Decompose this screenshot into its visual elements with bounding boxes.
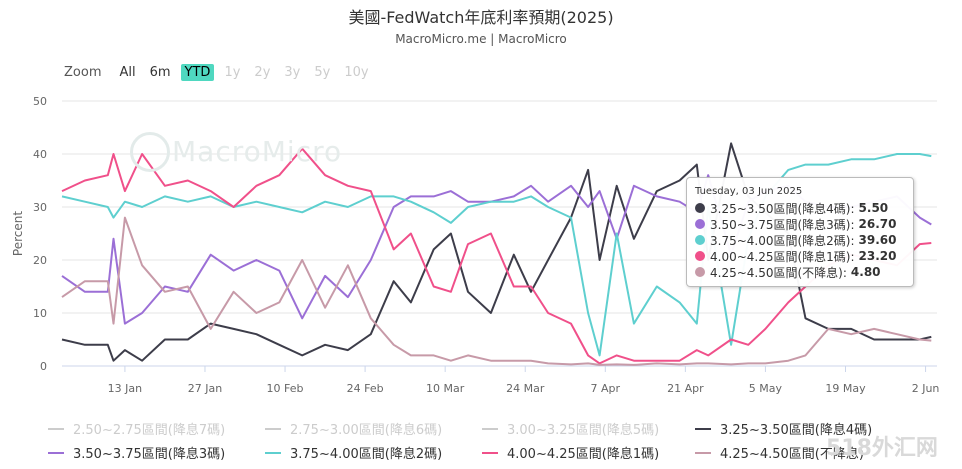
tooltip-value: 23.20 bbox=[858, 249, 897, 263]
series-dot-icon bbox=[695, 267, 705, 277]
x-tick-label: 21 Apr bbox=[667, 382, 704, 395]
tooltip-row: 3.50~3.75區間(降息3碼): 26.70 bbox=[695, 216, 905, 232]
legend-swatch-icon bbox=[482, 451, 498, 454]
legend-item[interactable]: 4.00~4.25區間(降息1碼) bbox=[482, 443, 659, 462]
legend-swatch-icon bbox=[48, 427, 64, 430]
chart-subtitle: MacroMicro.me | MacroMicro bbox=[395, 32, 567, 46]
watermark-logo-icon bbox=[130, 132, 170, 172]
y-tick-label: 40 bbox=[33, 148, 47, 161]
legend-item[interactable]: 3.75~4.00區間(降息2碼) bbox=[265, 443, 442, 462]
legend-label: 3.25~3.50區間(降息4碼) bbox=[720, 423, 873, 438]
range-button-1y[interactable]: 1y bbox=[224, 65, 241, 80]
tooltip-row: 3.75~4.00區間(降息2碼): 39.60 bbox=[695, 232, 905, 248]
legend-item[interactable]: 3.00~3.25區間(降息5碼) bbox=[482, 419, 659, 438]
legend-swatch-icon bbox=[482, 427, 498, 430]
x-tick-label: 10 Mar bbox=[426, 382, 465, 395]
tooltip-row: 4.25~4.50區間(不降息): 4.80 bbox=[695, 264, 905, 280]
watermark: MacroMicro bbox=[172, 135, 343, 168]
legend-label: 3.50~3.75區間(降息3碼) bbox=[73, 447, 226, 462]
legend-swatch-icon bbox=[48, 451, 64, 454]
legend-label: 4.00~4.25區間(降息1碼) bbox=[507, 447, 660, 462]
y-tick-label: 20 bbox=[33, 254, 47, 267]
tooltip-value: 26.70 bbox=[858, 217, 897, 231]
legend-label: 2.75~3.00區間(降息6碼) bbox=[290, 423, 443, 438]
y-tick-label: 50 bbox=[33, 95, 47, 108]
series-dot-icon bbox=[695, 219, 705, 229]
tooltip-label: 3.75~4.00區間(降息2碼): bbox=[710, 233, 855, 248]
x-tick-label: 13 Jan bbox=[108, 382, 142, 395]
legend-label: 4.25~4.50區間(不降息) bbox=[720, 447, 864, 462]
legend-item[interactable]: 2.75~3.00區間(降息6碼) bbox=[265, 419, 442, 438]
y-tick-label: 0 bbox=[40, 360, 47, 373]
legend-label: 3.75~4.00區間(降息2碼) bbox=[290, 447, 443, 462]
tooltip-value: 39.60 bbox=[858, 233, 897, 247]
x-tick-label: 19 May bbox=[825, 382, 866, 395]
x-tick-label: 24 Mar bbox=[506, 382, 545, 395]
x-tick-label: 2 Jun bbox=[912, 382, 940, 395]
series-dot-icon bbox=[695, 235, 705, 245]
range-selector: Zoom All 6m YTD 1y 2y 3y 5y 10y bbox=[64, 64, 379, 81]
x-tick-label: 7 Apr bbox=[591, 382, 621, 395]
tooltip-label: 4.25~4.50區間(不降息): bbox=[710, 265, 847, 280]
series-line bbox=[61, 147, 932, 365]
brand-watermark: 518外汇网 bbox=[826, 436, 938, 461]
legend-swatch-icon bbox=[695, 451, 711, 454]
legend-swatch-icon bbox=[695, 427, 711, 430]
x-tick-label: 10 Feb bbox=[267, 382, 304, 395]
legend-swatch-icon bbox=[265, 427, 281, 430]
range-button-all[interactable]: All bbox=[119, 65, 136, 80]
range-button-5y[interactable]: 5y bbox=[314, 65, 331, 80]
tooltip-label: 3.50~3.75區間(降息3碼): bbox=[710, 217, 855, 232]
legend-item[interactable]: 3.25~3.50區間(降息4碼) bbox=[695, 419, 872, 438]
legend-label: 3.00~3.25區間(降息5碼) bbox=[507, 423, 660, 438]
x-tick-label: 27 Jan bbox=[188, 382, 222, 395]
range-button-3y[interactable]: 3y bbox=[284, 65, 301, 80]
x-tick-label: 24 Feb bbox=[347, 382, 384, 395]
legend-swatch-icon bbox=[265, 451, 281, 454]
tooltip-row: 4.00~4.25區間(降息1碼): 23.20 bbox=[695, 248, 905, 264]
tooltip: Tuesday, 03 Jun 2025 3.25~3.50區間(降息4碼): 5… bbox=[686, 177, 914, 287]
tooltip-label: 3.25~3.50區間(降息4碼): bbox=[710, 201, 855, 216]
y-axis-title: Percent bbox=[11, 211, 25, 256]
legend-item[interactable]: 3.50~3.75區間(降息3碼) bbox=[48, 443, 225, 462]
tooltip-label: 4.00~4.25區間(降息1碼): bbox=[710, 249, 855, 264]
x-tick-label: 5 May bbox=[749, 382, 783, 395]
series-dot-icon bbox=[695, 251, 705, 261]
chart-title: 美國-FedWatch年底利率預期(2025) bbox=[348, 8, 614, 27]
range-button-ytd[interactable]: YTD bbox=[180, 64, 215, 81]
tooltip-row: 3.25~3.50區間(降息4碼): 5.50 bbox=[695, 200, 905, 216]
series-line bbox=[61, 216, 932, 366]
legend-item[interactable]: 4.25~4.50區間(不降息) bbox=[695, 443, 864, 462]
legend-item[interactable]: 2.50~2.75區間(降息7碼) bbox=[48, 419, 225, 438]
y-tick-label: 10 bbox=[33, 307, 47, 320]
range-button-6m[interactable]: 6m bbox=[149, 65, 171, 80]
range-button-10y[interactable]: 10y bbox=[344, 65, 369, 80]
range-button-2y[interactable]: 2y bbox=[254, 65, 271, 80]
y-tick-label: 30 bbox=[33, 201, 47, 214]
tooltip-value: 4.80 bbox=[850, 265, 881, 279]
zoom-label: Zoom bbox=[64, 65, 102, 80]
tooltip-header: Tuesday, 03 Jun 2025 bbox=[695, 186, 803, 197]
series-dot-icon bbox=[695, 203, 705, 213]
tooltip-value: 5.50 bbox=[858, 201, 889, 215]
legend-label: 2.50~2.75區間(降息7碼) bbox=[73, 423, 226, 438]
